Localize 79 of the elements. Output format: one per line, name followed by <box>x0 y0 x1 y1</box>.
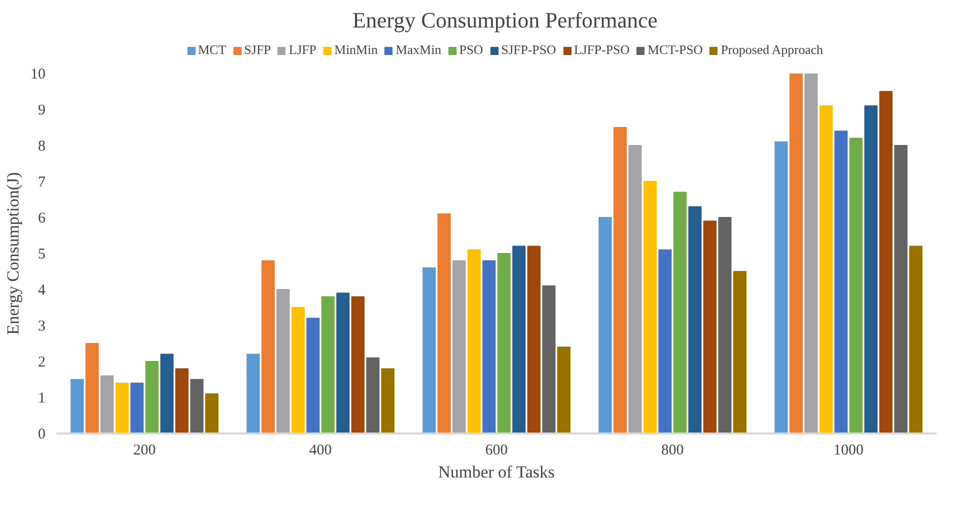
bar <box>160 354 174 434</box>
bar <box>321 296 335 434</box>
bar <box>497 253 511 434</box>
bar <box>175 368 189 434</box>
bar <box>366 357 380 434</box>
bar <box>351 296 365 434</box>
bar <box>291 307 305 434</box>
bar <box>452 260 466 434</box>
bar <box>909 246 922 434</box>
bar <box>130 382 144 434</box>
bar <box>205 393 218 434</box>
bar <box>246 354 260 434</box>
bar <box>703 220 717 434</box>
y-tick-label: 9 <box>38 102 46 118</box>
bar <box>643 181 657 434</box>
y-tick-label: 4 <box>38 282 46 298</box>
bar <box>673 192 687 434</box>
x-tick-label: 400 <box>309 442 332 458</box>
x-tick-label: 800 <box>661 442 684 458</box>
x-tick-label: 600 <box>485 442 508 458</box>
x-tick-label: 1000 <box>834 442 864 458</box>
bar <box>482 260 496 434</box>
y-axis-title: Energy Consumption(J) <box>4 172 22 335</box>
bar <box>819 105 833 434</box>
bar <box>381 368 394 434</box>
bar <box>688 206 702 434</box>
bar <box>658 249 672 434</box>
y-tick-label: 3 <box>38 318 46 334</box>
bar <box>628 145 642 434</box>
legend-label: LJFP-PSO <box>574 42 630 58</box>
bar <box>834 130 848 434</box>
y-tick-label: 8 <box>38 138 46 154</box>
y-tick-label: 6 <box>38 210 46 226</box>
y-tick-label: 1 <box>38 390 46 406</box>
legend-label: SJFP-PSO <box>501 42 556 58</box>
y-tick-label: 7 <box>38 174 46 190</box>
bar <box>145 361 159 434</box>
bar <box>790 74 803 434</box>
bar <box>86 343 99 434</box>
bar <box>614 127 627 434</box>
x-tick-label: 200 <box>133 442 156 458</box>
y-tick-label: 10 <box>30 66 46 82</box>
bar <box>467 249 481 434</box>
bar <box>70 379 84 434</box>
bar <box>527 246 541 434</box>
legend-label: MCT <box>198 42 226 58</box>
bar <box>336 292 350 434</box>
bar <box>733 271 746 434</box>
bar <box>190 379 204 434</box>
x-axis-title: Number of Tasks <box>438 462 555 482</box>
bar <box>542 285 556 434</box>
bar <box>422 267 436 434</box>
legend-label: SJFP <box>244 42 271 58</box>
bar <box>100 375 114 434</box>
legend-label: LJFP <box>288 42 316 58</box>
bar <box>894 145 908 434</box>
legend-label: MaxMin <box>396 42 442 58</box>
bar <box>849 138 863 434</box>
bar <box>262 260 275 434</box>
chart-title: Energy Consumption Performance <box>352 8 658 32</box>
legend-label: MinMin <box>334 42 378 58</box>
bar <box>276 289 290 434</box>
bar <box>115 382 129 434</box>
legend-label: Proposed Approach <box>720 42 824 58</box>
y-tick-label: 2 <box>38 354 46 370</box>
bar <box>879 91 893 434</box>
bar <box>438 213 451 434</box>
bar <box>557 346 570 434</box>
bar <box>864 105 878 434</box>
bar <box>804 74 818 434</box>
bar <box>512 246 526 434</box>
y-tick-label: 0 <box>38 426 46 442</box>
legend-label: PSO <box>459 42 484 58</box>
bar <box>598 217 612 434</box>
bar <box>718 217 732 434</box>
y-tick-label: 5 <box>38 246 46 262</box>
bar <box>306 318 320 434</box>
bar <box>774 141 788 434</box>
legend-label: MCT-PSO <box>648 42 703 58</box>
